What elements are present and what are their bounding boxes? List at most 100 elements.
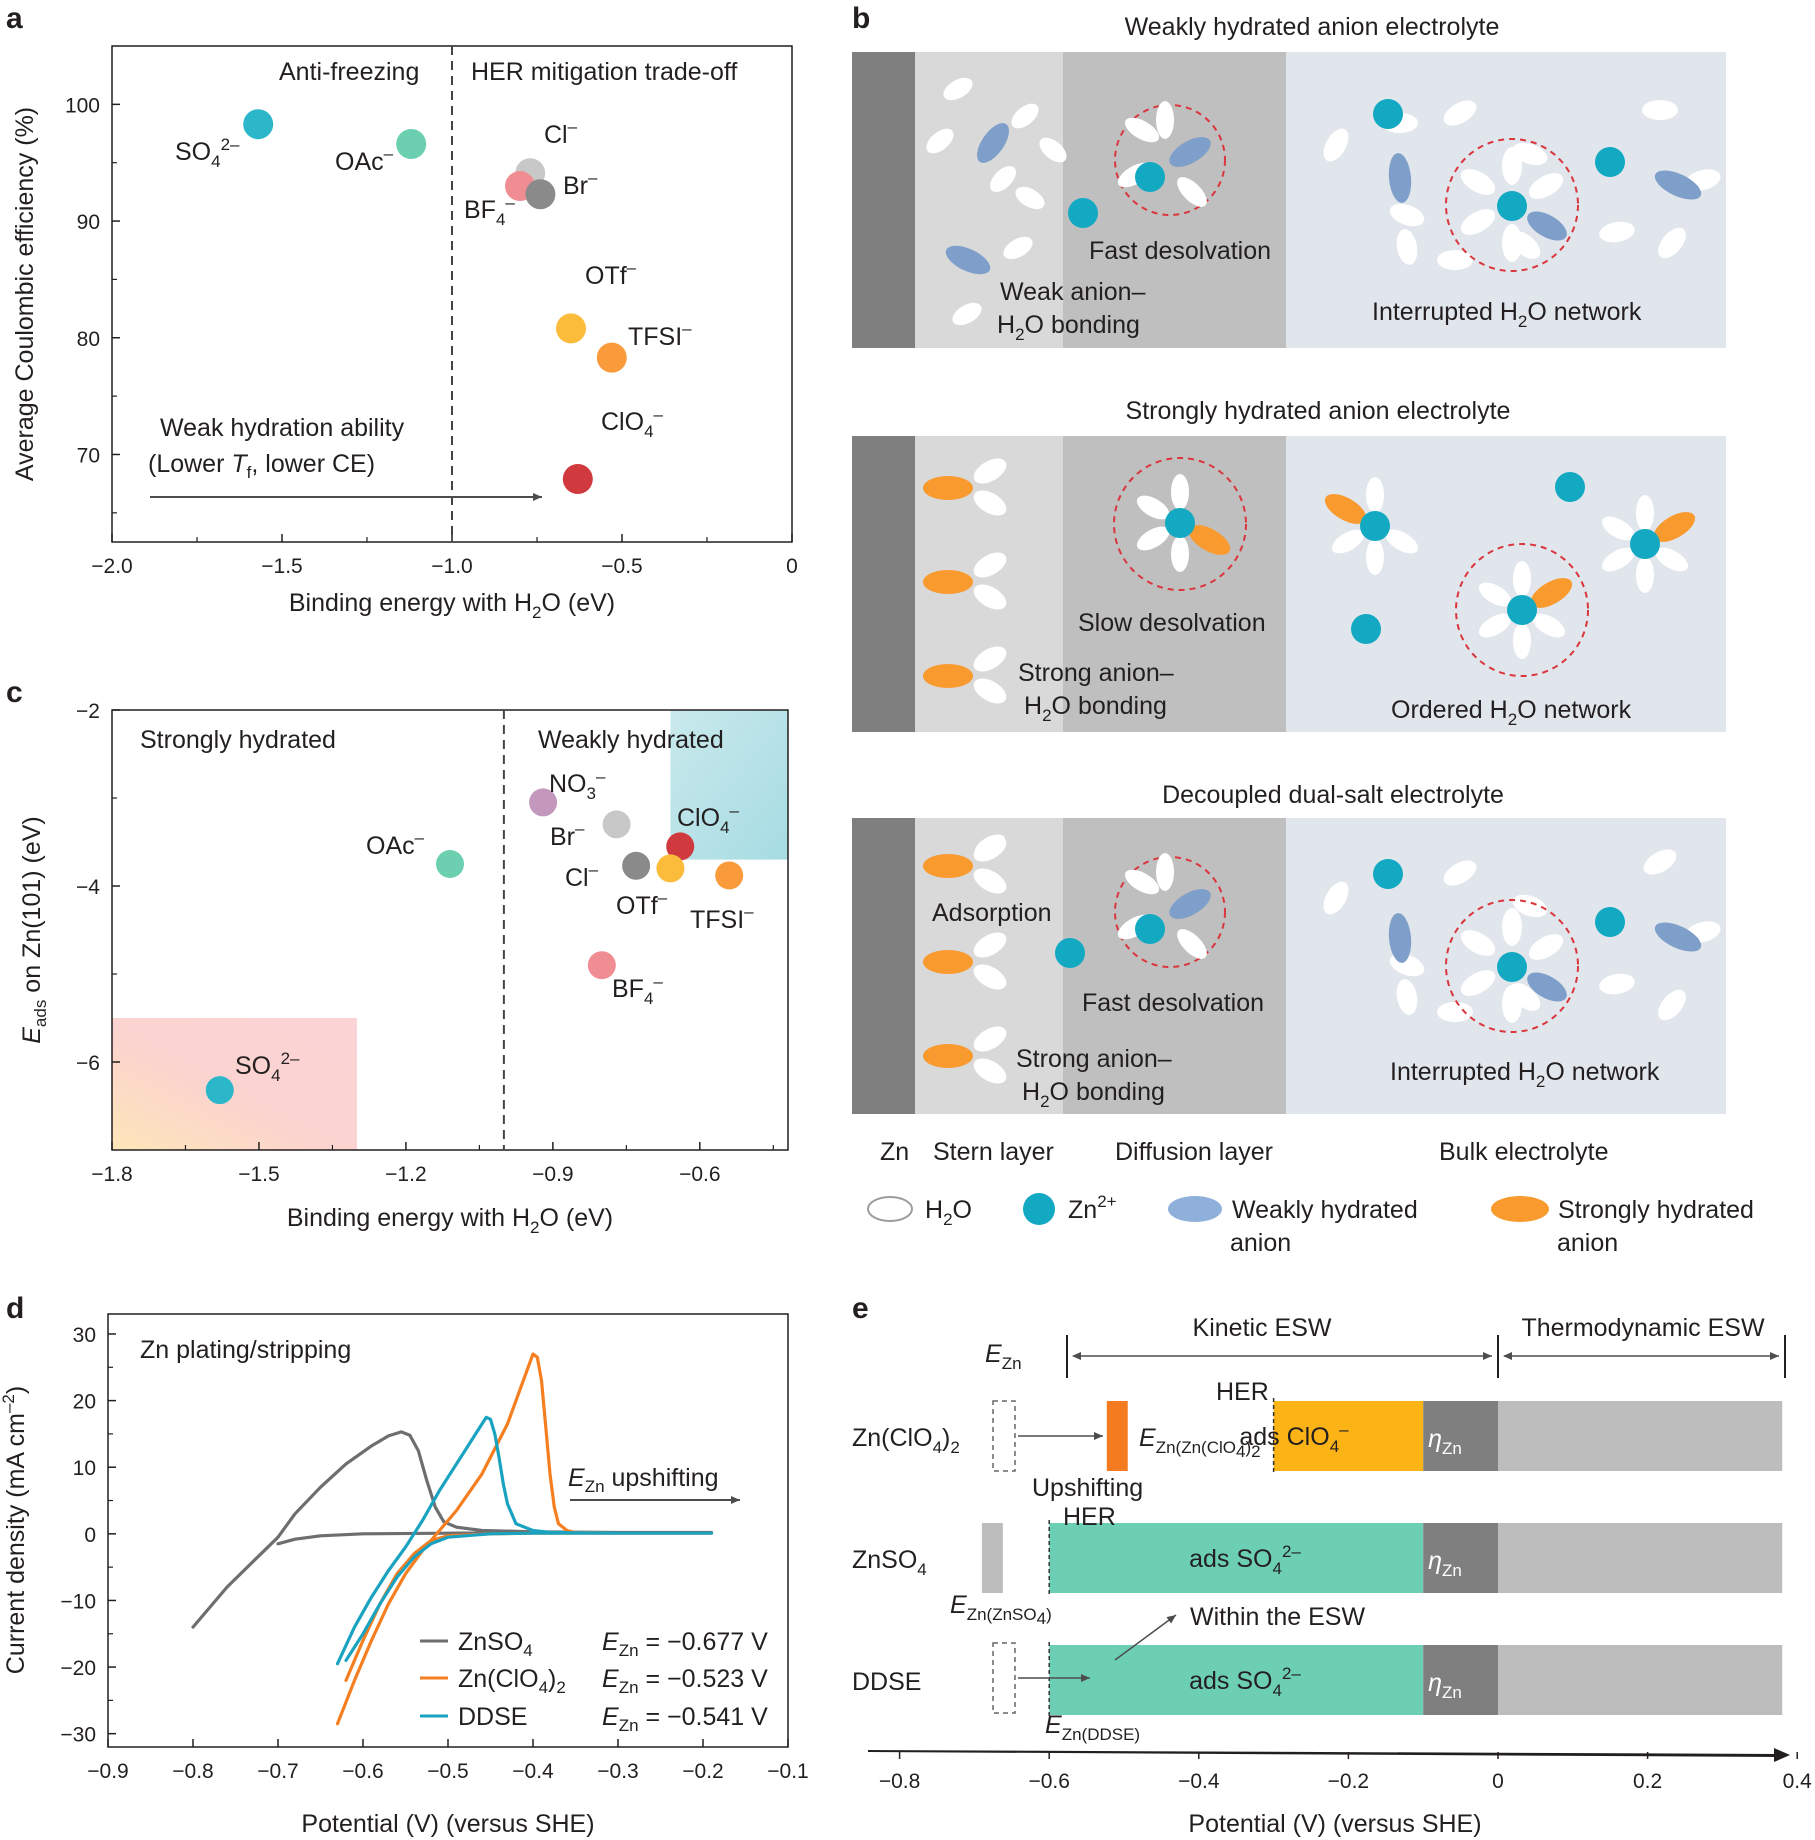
r1-diff-water-4: [1177, 177, 1207, 207]
r3-bulk-water-1: [1443, 860, 1477, 886]
r1-bulk-anion-2: [1654, 170, 1702, 200]
d-xtick-label-6: −0.3: [597, 1760, 638, 1783]
thermo-esw-label: Thermodynamic ESW: [1521, 1314, 1765, 1342]
e-row0-seg-3: [1498, 1401, 1783, 1471]
row1-diff-label: Fast desolvation: [1089, 237, 1271, 265]
c-xtick-label-3: −0.9: [532, 1163, 573, 1186]
d-series-0: [191, 1430, 714, 1629]
r2-bulk-cluster-1-water-2: [1331, 529, 1365, 554]
r1-bulk-shell: [1445, 138, 1579, 272]
r2-bulk-cluster-3-zn: [1507, 595, 1537, 625]
r3-diff-water-2: [1156, 853, 1174, 891]
d-ytick-label-2: 10: [73, 1457, 96, 1480]
r1-bulk-zn-2: [1595, 147, 1625, 177]
panel-c-points: [205, 788, 744, 1105]
row-label-znclo4: Zn(ClO4)2: [852, 1424, 960, 1457]
c-point-3: [602, 810, 631, 839]
label-c-bf4: BF4–: [612, 972, 663, 1008]
c-ytick-label-1: −4: [76, 876, 100, 899]
r2-diff-cluster-anion: [1188, 525, 1231, 555]
r2-bulk-zn-1: [1555, 472, 1585, 502]
r2-stern-water-a2: [973, 646, 1007, 672]
panel-a-anti-freezing: Anti-freezing: [279, 58, 419, 86]
r1-cluster-water-1: [1460, 169, 1496, 195]
label-a-tfsi: TFSI–: [628, 319, 692, 351]
r3-diff-water-4: [1177, 929, 1207, 959]
c-xtick-label-2: −1.2: [385, 1163, 426, 1186]
r2-bulk-cluster-2-water-0: [1636, 495, 1654, 531]
r2-stern-anion-1: [923, 570, 973, 594]
r3-stern-anion-0: [923, 854, 973, 878]
a-point-0: [243, 109, 274, 140]
legend-weak-2: anion: [1230, 1229, 1291, 1257]
panel-c-chart: −1.8 −1.5 −1.2 −0.9 −0.6 −2 −4 −6 Strongly hydr…: [18, 700, 789, 1237]
legend-d-ezn-znclo4: EZn = −0.523 V: [602, 1665, 768, 1697]
c-point-7: [715, 861, 744, 890]
panel-b-schematic: Weakly hydrated anion electrolyte Strong…: [852, 13, 1754, 1257]
r2-diff-shell: [1113, 457, 1247, 591]
panel-e-chart: −0.8 −0.6 −0.4 −0.2 0 0.2 0.4 Kinetic ESW Ther…: [852, 1314, 1812, 1838]
legend-d-znso4: ZnSO4: [458, 1628, 533, 1660]
d-ytick-label-4: −10: [60, 1590, 96, 1613]
r1-stern-water-7: [1039, 137, 1067, 163]
r1-stern-water-2: [990, 166, 1016, 192]
legend-h2o-icon: [867, 1196, 913, 1222]
r3-cluster-zn: [1497, 952, 1527, 982]
d-ytick-label-5: −20: [60, 1657, 96, 1680]
a-point-1: [396, 129, 427, 160]
r2-bulk-cluster-2-water-1: [1601, 516, 1635, 541]
panel-label-c: c: [6, 676, 23, 709]
d-ytick-label-3: 0: [84, 1524, 96, 1547]
a-xtick-label-3: −0.5: [601, 555, 642, 578]
row2-stern-label: Strong anion–: [1018, 659, 1174, 687]
ezn-header: EZn: [985, 1340, 1022, 1373]
d-xtick-label-4: −0.5: [427, 1760, 468, 1783]
label-a-bf4: BF4–: [464, 193, 515, 229]
schematic-row-weak: [852, 52, 1726, 348]
upshifting-label: Upshifting: [1032, 1474, 1143, 1502]
legend-zn: Zn2+: [1068, 1192, 1117, 1224]
r1-bulk-zn-1: [1373, 99, 1403, 129]
panel-d-legend: ZnSO4 Zn(ClO4)2 DDSE EZn = −0.677 V EZn …: [420, 1628, 768, 1735]
panel-a-weak-hydration: Weak hydration ability: [160, 414, 405, 442]
c-point-2: [529, 788, 558, 817]
r2-stern-water-b0: [973, 490, 1007, 516]
r3-bulk-water-9: [1437, 1002, 1473, 1022]
r1-stern-water-4: [1003, 236, 1033, 260]
e-row0-seg-0: [1106, 1401, 1128, 1471]
label-a-br: Br–: [563, 168, 598, 200]
panel-c-frame: [111, 709, 789, 1151]
d-xtick-label-0: −0.9: [87, 1760, 128, 1783]
r3-diff-anion: [1169, 889, 1211, 919]
panel-d-ylabel: Current density (mA cm–2): [0, 1386, 30, 1674]
c-point-4: [666, 832, 695, 861]
panel-d-xlabel: Potential (V) (versus SHE): [301, 1810, 594, 1838]
schematic-title-3: Decoupled dual-salt electrolyte: [1162, 781, 1504, 809]
label-c-clo4: ClO4–: [677, 801, 740, 837]
panel-e-axis-arrowhead: [1774, 1748, 1790, 1762]
kinetic-esw-label: Kinetic ESW: [1193, 1314, 1332, 1342]
e-row1-seg-1: [1049, 1523, 1424, 1593]
r1-stern-water-6: [952, 302, 982, 326]
layer-zn: Zn: [880, 1138, 909, 1166]
panel-label-b: b: [852, 2, 870, 35]
e-row1-seg-3: [1498, 1523, 1783, 1593]
row-label-znso4: ZnSO4: [852, 1546, 927, 1579]
panel-c-weak-region: [670, 710, 788, 860]
r3-stern-anion-2: [923, 1044, 973, 1068]
label-c-no3: NO3–: [549, 767, 606, 803]
d-series-2: [335, 1415, 714, 1666]
a-ytick-label-3: 100: [65, 94, 100, 117]
a-point-6: [596, 342, 627, 373]
label-c-cl: Cl–: [565, 860, 599, 892]
r1-cluster-water-2: [1460, 209, 1496, 235]
r2-bulk-cluster-3-water-2: [1478, 613, 1512, 638]
r2-stern-water-b2: [973, 678, 1007, 704]
row3-eta-label: ηZn: [1428, 1669, 1462, 1702]
zn-electrode-1: [852, 52, 915, 348]
r1-bulk-water-5: [1389, 203, 1425, 227]
r2-bulk-cluster-3-water-1: [1478, 582, 1512, 607]
d-xtick-label-5: −0.4: [512, 1760, 554, 1783]
r3-bulk-zn-2: [1595, 907, 1625, 937]
legend-d-ddse: DDSE: [458, 1703, 527, 1731]
